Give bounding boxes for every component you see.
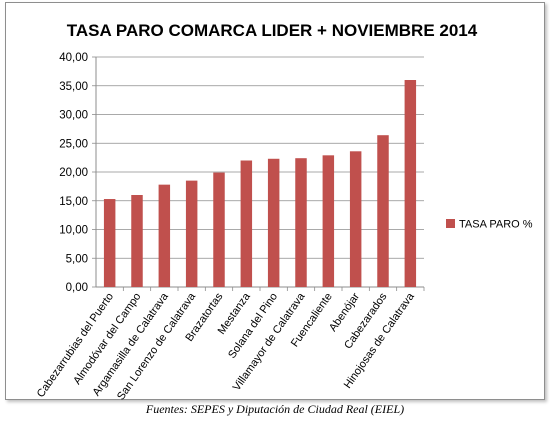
source-note: Fuentes: SEPES y Diputación de Ciudad Re… [145,402,405,416]
y-tick-label: 20,00 [59,167,88,179]
y-tick-label: 10,00 [59,225,88,237]
bar [404,80,417,287]
bar [131,195,143,287]
y-tick-label: 15,00 [59,196,88,208]
bar [103,199,116,287]
y-tick-label: 35,00 [59,81,88,93]
bar [349,151,362,287]
bar [267,158,280,287]
legend: TASA PARO % [446,219,533,231]
bar [322,155,335,287]
y-tick-label: 5,00 [66,253,88,265]
legend-swatch [446,219,455,228]
bar [295,158,307,287]
y-tick-label: 40,00 [59,52,88,64]
bar [158,184,171,287]
bar [377,135,389,287]
y-tick-label: 0,00 [66,282,88,294]
y-tick-label: 30,00 [59,110,88,122]
bar [213,172,225,287]
chart-title: TASA PARO COMARCA LIDER + NOVIEMBRE 2014 [67,21,478,40]
bar [240,160,253,287]
y-tick-label: 25,00 [59,138,88,150]
legend-label: TASA PARO % [459,219,533,231]
bar [185,180,198,287]
bars [103,80,417,287]
y-axis-tick-labels: 0,00 5,00 10,00 15,00 20,00 25,00 30,00 35,00 40… [59,52,88,294]
gridlines [96,56,424,259]
axes [92,56,425,291]
